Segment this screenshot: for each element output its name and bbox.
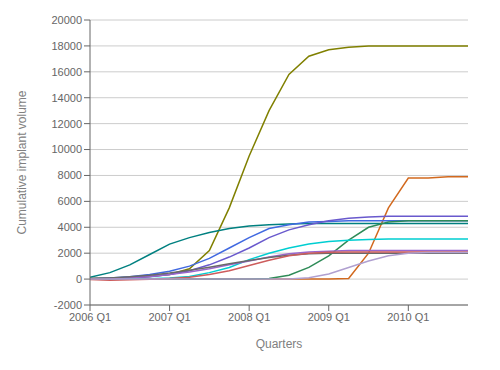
svg-text:2010 Q1: 2010 Q1 — [387, 311, 429, 323]
svg-text:10000: 10000 — [51, 143, 82, 155]
svg-text:2008 Q1: 2008 Q1 — [228, 311, 270, 323]
svg-text:Cumulative implant volume: Cumulative implant volume — [15, 90, 29, 234]
svg-text:2007 Q1: 2007 Q1 — [148, 311, 190, 323]
svg-text:2000: 2000 — [58, 247, 82, 259]
svg-text:4000: 4000 — [58, 221, 82, 233]
svg-text:2006 Q1: 2006 Q1 — [69, 311, 111, 323]
svg-text:-2000: -2000 — [54, 299, 82, 311]
svg-text:18000: 18000 — [51, 40, 82, 52]
svg-text:8000: 8000 — [58, 169, 82, 181]
svg-text:12000: 12000 — [51, 118, 82, 130]
svg-text:2009 Q1: 2009 Q1 — [308, 311, 350, 323]
svg-text:Quarters: Quarters — [256, 337, 303, 351]
svg-text:20000: 20000 — [51, 14, 82, 26]
svg-text:16000: 16000 — [51, 66, 82, 78]
svg-text:6000: 6000 — [58, 195, 82, 207]
svg-text:0: 0 — [76, 273, 82, 285]
svg-text:14000: 14000 — [51, 92, 82, 104]
